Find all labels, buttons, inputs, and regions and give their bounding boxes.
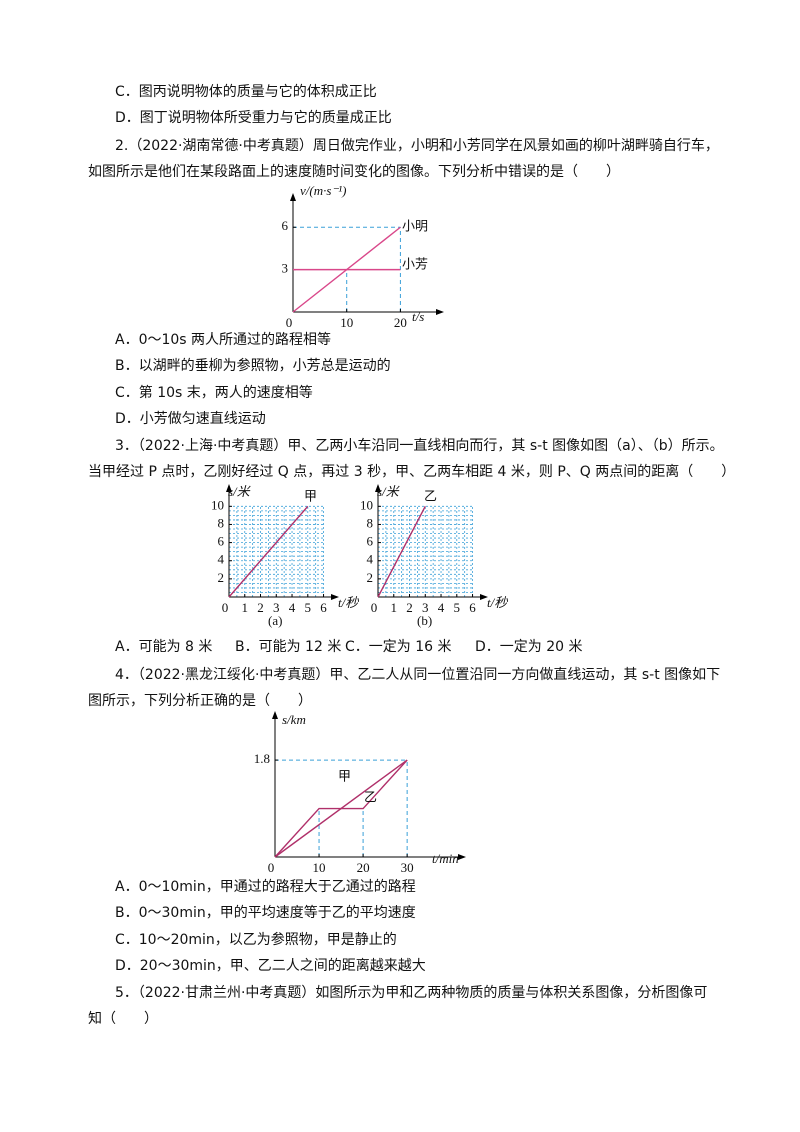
- origin-label: 0: [286, 315, 293, 330]
- x-tick-label: 10: [340, 315, 353, 330]
- y-tick-label: 3: [282, 261, 289, 276]
- text-line: C．图丙说明物体的质量与它的体积成正比: [115, 84, 377, 100]
- series-name: 小芳: [402, 258, 428, 273]
- x-tick-label: 3: [422, 600, 429, 615]
- caption: (b): [417, 613, 432, 628]
- text-line: D．图丁说明物体所受重力与它的质量成正比: [115, 110, 392, 126]
- text-line: 3．（2022·上海·中考真题）甲、乙两小车沿同一直线相向而行，其 s-t 图像…: [115, 438, 724, 454]
- option: C．一定为 16 米: [345, 639, 452, 655]
- text-line: D．20～30min，甲、乙二人之间的距离越来越大: [115, 958, 426, 974]
- y-tick-label: 4: [367, 552, 374, 567]
- y-tick-label: 2: [218, 570, 225, 585]
- caption: (a): [268, 613, 282, 628]
- y-tick-label: 10: [360, 497, 373, 512]
- option: D．一定为 20 米: [475, 639, 583, 655]
- x-arrow: [480, 594, 488, 600]
- x-arrow: [458, 854, 466, 860]
- text-line: 2.（2022·湖南常德·中考真题）周日做完作业，小明和小芳同学在风景如画的柳叶…: [115, 138, 719, 154]
- text-line: 图所示，下列分析正确的是（ ）: [88, 693, 312, 709]
- x-tick-label: 30: [401, 860, 414, 875]
- series-name: 小明: [402, 220, 428, 235]
- y-tick-label: 6: [218, 534, 225, 549]
- x-tick-label: 5: [305, 600, 312, 615]
- x-arrow: [436, 309, 444, 315]
- origin-label: 0: [268, 860, 275, 875]
- text-line: A．0～10s 两人所通过的路程相等: [115, 332, 332, 348]
- text-line: 如图所示是他们在某段路面上的速度随时间变化的图像。下列分析中错误的是（ ）: [88, 164, 620, 180]
- x-tick-label: 3: [273, 600, 280, 615]
- text-line: 4．（2022·黑龙江绥化·中考真题）甲、乙二人从同一位置沿同一方向做直线运动，…: [115, 667, 721, 683]
- origin-label: 0: [371, 600, 378, 615]
- y-tick-label: 6: [282, 218, 289, 233]
- series-name: 乙: [364, 791, 377, 806]
- y-axis-label: v/(m·s⁻¹): [300, 183, 347, 198]
- y-arrow: [375, 484, 381, 492]
- x-axis-label: t/秒: [338, 595, 359, 610]
- y-tick-label: 6: [367, 534, 374, 549]
- y-arrow: [226, 484, 232, 492]
- text-line: C．第 10s 末，两人的速度相等: [115, 385, 313, 401]
- y-tick-label: 8: [218, 515, 225, 530]
- option: B．可能为 12 米: [235, 639, 342, 655]
- y-arrow: [272, 711, 278, 719]
- x-axis-label: t/秒: [487, 595, 508, 610]
- series-name: 乙: [424, 490, 437, 505]
- series-line: [377, 505, 426, 598]
- x-tick-label: 5: [454, 600, 461, 615]
- text-line: D．小芳做匀速直线运动: [115, 411, 266, 427]
- text-line: 知（ ）: [88, 1011, 158, 1027]
- text-line: A．0～10min，甲通过的路程大于乙通过的路程: [115, 879, 416, 895]
- x-tick-label: 1: [391, 600, 398, 615]
- text-line: 5．（2022·甘肃兰州·中考真题）如图所示为甲和乙两种物质的质量与体积关系图像…: [115, 985, 708, 1001]
- y-tick-label: 10: [211, 497, 224, 512]
- y-tick-label: 8: [367, 515, 374, 530]
- x-tick-label: 2: [257, 600, 264, 615]
- x-axis-label: t/s: [412, 309, 424, 324]
- y-tick-label: 4: [218, 552, 225, 567]
- x-tick-label: 4: [289, 600, 296, 615]
- series-name: 甲: [304, 490, 317, 505]
- text-line: C．10～20min，以乙为参照物，甲是静止的: [115, 932, 397, 948]
- x-tick-label: 1: [242, 600, 249, 615]
- x-tick-label: 20: [394, 315, 407, 330]
- x-tick-label: 20: [357, 860, 370, 875]
- x-tick-label: 4: [438, 600, 445, 615]
- y-axis-label: s/km: [282, 712, 306, 727]
- x-tick-label: 6: [469, 600, 476, 615]
- x-tick-label: 6: [320, 600, 327, 615]
- x-tick-label: 10: [313, 860, 326, 875]
- x-tick-label: 2: [406, 600, 413, 615]
- x-arrow: [331, 594, 339, 600]
- y-axis-label: s/米: [228, 484, 252, 499]
- text-line: B．以湖畔的垂柳为参照物，小芳总是运动的: [115, 358, 391, 374]
- series-line: [228, 505, 309, 598]
- series-name: 甲: [338, 770, 351, 785]
- series-line: [274, 759, 408, 858]
- y-arrow: [290, 193, 296, 201]
- text-line: 当甲经过 P 点时，乙刚好经过 Q 点，再过 3 秒，甲、乙两车相距 4 米，则…: [88, 464, 736, 480]
- origin-label: 0: [222, 600, 229, 615]
- y-tick-label: 2: [367, 570, 374, 585]
- text-line: B．0～30min，甲的平均速度等于乙的平均速度: [115, 905, 416, 921]
- option: A．可能为 8 米: [115, 639, 213, 655]
- y-axis-label: s/米: [377, 484, 401, 499]
- y-tick-label: 1.8: [254, 751, 270, 766]
- x-axis-label: t/min: [432, 851, 459, 866]
